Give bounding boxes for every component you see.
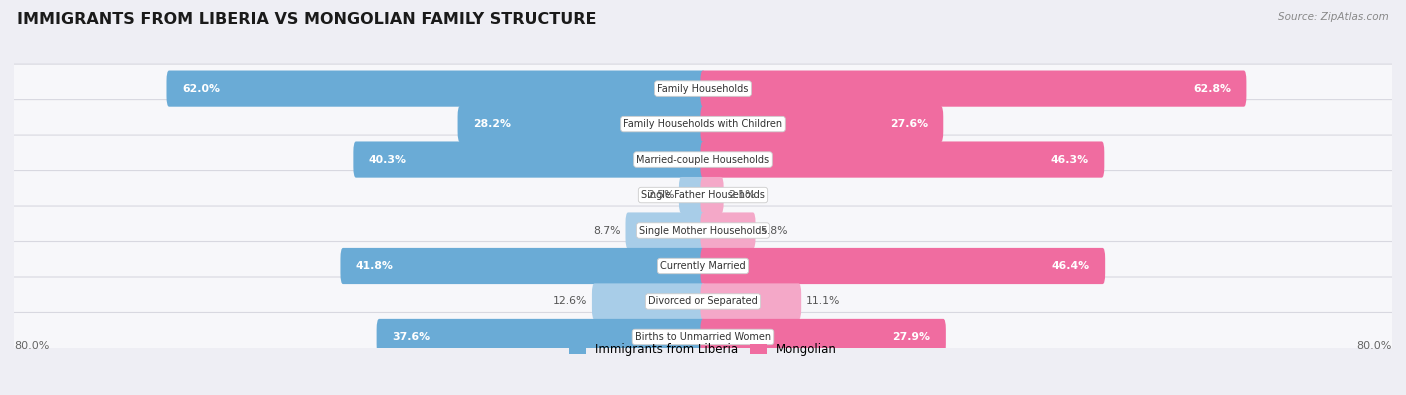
Text: 27.9%: 27.9%: [893, 332, 931, 342]
FancyBboxPatch shape: [700, 177, 724, 213]
Text: Source: ZipAtlas.com: Source: ZipAtlas.com: [1278, 12, 1389, 22]
FancyBboxPatch shape: [11, 100, 1395, 149]
Text: 46.4%: 46.4%: [1052, 261, 1090, 271]
Text: 5.8%: 5.8%: [759, 226, 787, 235]
Text: 27.6%: 27.6%: [890, 119, 928, 129]
FancyBboxPatch shape: [457, 106, 706, 142]
FancyBboxPatch shape: [700, 106, 943, 142]
Text: 41.8%: 41.8%: [356, 261, 394, 271]
FancyBboxPatch shape: [353, 141, 706, 178]
FancyBboxPatch shape: [592, 283, 706, 320]
FancyBboxPatch shape: [11, 206, 1395, 255]
Text: 12.6%: 12.6%: [553, 297, 588, 307]
Text: Single Mother Households: Single Mother Households: [640, 226, 766, 235]
Text: IMMIGRANTS FROM LIBERIA VS MONGOLIAN FAMILY STRUCTURE: IMMIGRANTS FROM LIBERIA VS MONGOLIAN FAM…: [17, 12, 596, 27]
Text: Family Households: Family Households: [658, 84, 748, 94]
FancyBboxPatch shape: [11, 312, 1395, 361]
FancyBboxPatch shape: [377, 319, 706, 355]
Text: Births to Unmarried Women: Births to Unmarried Women: [636, 332, 770, 342]
FancyBboxPatch shape: [11, 135, 1395, 184]
Text: 40.3%: 40.3%: [368, 154, 406, 165]
Text: 11.1%: 11.1%: [806, 297, 839, 307]
Text: Currently Married: Currently Married: [661, 261, 745, 271]
Text: Single Father Households: Single Father Households: [641, 190, 765, 200]
Text: Divorced or Separated: Divorced or Separated: [648, 297, 758, 307]
Text: 62.0%: 62.0%: [181, 84, 219, 94]
Text: 8.7%: 8.7%: [593, 226, 621, 235]
FancyBboxPatch shape: [679, 177, 706, 213]
FancyBboxPatch shape: [11, 64, 1395, 113]
FancyBboxPatch shape: [626, 213, 706, 248]
FancyBboxPatch shape: [11, 241, 1395, 290]
FancyBboxPatch shape: [700, 141, 1104, 178]
FancyBboxPatch shape: [11, 277, 1395, 326]
Text: 2.5%: 2.5%: [647, 190, 675, 200]
Text: 2.1%: 2.1%: [728, 190, 755, 200]
Text: 62.8%: 62.8%: [1192, 84, 1230, 94]
Text: 80.0%: 80.0%: [14, 341, 49, 351]
FancyBboxPatch shape: [700, 213, 755, 248]
FancyBboxPatch shape: [700, 283, 801, 320]
FancyBboxPatch shape: [340, 248, 706, 284]
Text: 80.0%: 80.0%: [1357, 341, 1392, 351]
FancyBboxPatch shape: [700, 71, 1246, 107]
FancyBboxPatch shape: [11, 171, 1395, 220]
Text: Married-couple Households: Married-couple Households: [637, 154, 769, 165]
Text: 28.2%: 28.2%: [472, 119, 510, 129]
Text: 46.3%: 46.3%: [1050, 154, 1088, 165]
Legend: Immigrants from Liberia, Mongolian: Immigrants from Liberia, Mongolian: [565, 339, 841, 359]
FancyBboxPatch shape: [700, 248, 1105, 284]
FancyBboxPatch shape: [700, 319, 946, 355]
Text: 37.6%: 37.6%: [392, 332, 430, 342]
FancyBboxPatch shape: [166, 71, 706, 107]
Text: Family Households with Children: Family Households with Children: [623, 119, 783, 129]
